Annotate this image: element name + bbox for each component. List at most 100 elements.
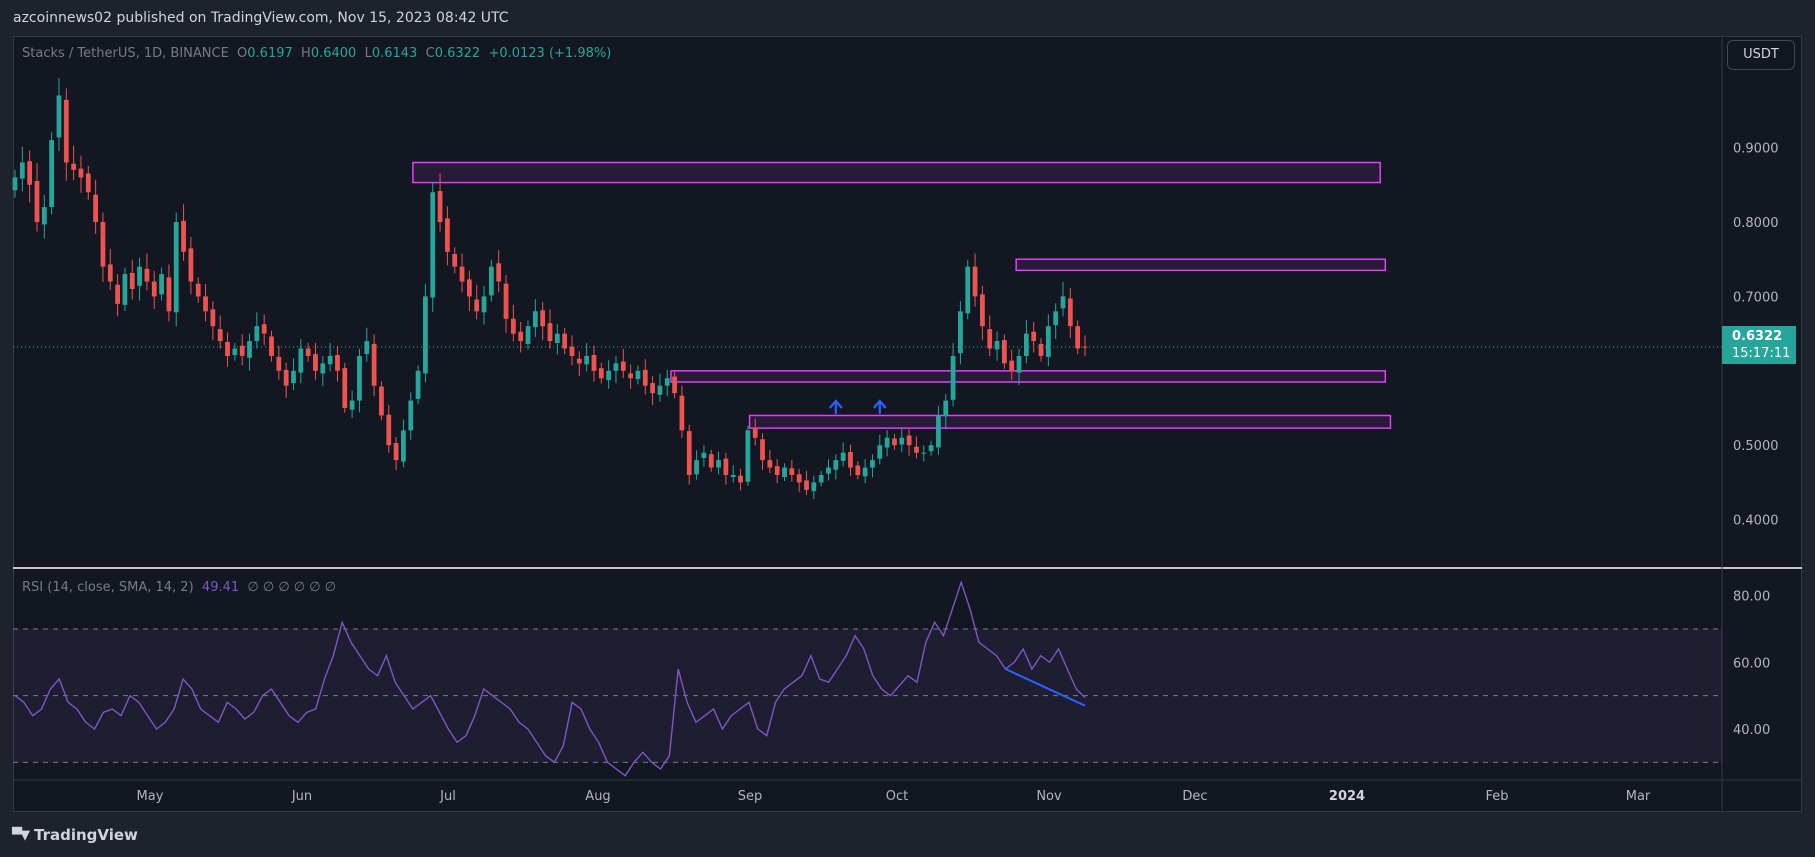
candle-body (269, 336, 274, 356)
candle-body (928, 445, 934, 452)
candle-body (71, 163, 77, 170)
candle-body (525, 326, 531, 344)
symbol-title: Stacks / TetherUS, 1D, BINANCE (22, 46, 229, 61)
candle-body (811, 482, 817, 492)
candle-body (562, 333, 568, 349)
candle-body (899, 437, 905, 445)
rsi-tick-label: 80.00 (1733, 590, 1770, 605)
candle-body (181, 220, 186, 252)
candle-body (371, 343, 377, 386)
candle-body (826, 467, 831, 474)
candle-body (408, 400, 414, 431)
zone-rect-4[interactable] (748, 414, 1392, 429)
change-value: +0.0123 (+1.98%) (488, 46, 612, 61)
candle-body (364, 341, 370, 355)
time-tick-label: Jun (291, 789, 312, 804)
top-bar: azcoinnews02 published on TradingView.co… (0, 0, 1815, 36)
candle-body (393, 442, 399, 461)
candles[interactable] (12, 78, 1088, 500)
candle-body (1067, 298, 1073, 327)
candle-body (554, 333, 560, 343)
candle-body (650, 383, 655, 394)
candle-body (694, 460, 699, 475)
candle-body (760, 439, 765, 461)
candle-body (547, 323, 553, 342)
tradingview-brand: TradingView (34, 826, 138, 844)
candle-body (122, 274, 128, 305)
candle-body (305, 348, 311, 356)
rsi-tick-label: 40.00 (1733, 723, 1770, 738)
candle-body (203, 296, 208, 312)
candle-body (349, 400, 355, 410)
zone-rect-1[interactable] (412, 161, 1381, 184)
candle-body (1082, 346, 1088, 348)
candle-body (745, 430, 751, 482)
currency-button[interactable]: USDT (1727, 40, 1795, 70)
candle-body (664, 378, 670, 386)
candle-body (635, 370, 641, 380)
candle-body (313, 354, 318, 371)
candle-body (159, 274, 164, 295)
candle-body (701, 452, 707, 458)
candle-body (936, 415, 941, 448)
candle-body (283, 369, 289, 386)
candle-body (862, 467, 868, 477)
candle-body (818, 474, 824, 483)
candle-body (892, 438, 897, 446)
candle-body (606, 370, 612, 381)
zone-rect-3[interactable] (670, 370, 1387, 383)
publish-info: azcoinnews02 published on TradingView.co… (13, 10, 509, 26)
candle-body (686, 431, 692, 475)
candle-body (19, 162, 25, 179)
candle-body (85, 173, 91, 193)
rsi-label: RSI (14, close, SMA, 14, 2) (22, 580, 194, 595)
candle-body (474, 299, 480, 312)
candle-body (584, 355, 590, 365)
time-tick-label: Aug (585, 789, 610, 804)
candle-body (232, 348, 238, 356)
support-resistance-zones[interactable] (412, 161, 1392, 429)
candle-body (833, 460, 839, 470)
candle-body (965, 266, 971, 314)
candle-body (510, 318, 516, 334)
candle-body (958, 311, 963, 354)
symbol-legend: Stacks / TetherUS, 1D, BINANCE O0.6197 H… (22, 46, 611, 61)
candle-body (430, 192, 436, 298)
candle-body (445, 218, 450, 252)
time-tick-label: Feb (1485, 789, 1508, 804)
candle-body (386, 414, 392, 446)
rsi-line (14, 580, 1086, 777)
candle-body (166, 277, 172, 312)
candle-body (357, 355, 362, 401)
candle-body (327, 355, 333, 365)
candle-body (254, 326, 260, 342)
candle-body (914, 446, 919, 453)
zone-rect-2[interactable] (1015, 258, 1387, 272)
time-tick-label: 2024 (1329, 789, 1365, 804)
candle-body (884, 437, 890, 448)
chart-frame[interactable] (13, 36, 1802, 812)
candle-body (247, 341, 252, 358)
candle-body (423, 296, 428, 374)
candle-body (437, 191, 443, 223)
tradingview-logo[interactable]: ▀▼ TradingView (12, 826, 138, 844)
time-tick-label: Nov (1036, 789, 1062, 804)
arrow-markers[interactable] (828, 399, 887, 414)
price-tick-label: 0.9000 (1733, 142, 1779, 157)
candle-body (767, 460, 773, 468)
price-tick-label: 0.7000 (1733, 290, 1779, 305)
candle-body (906, 435, 912, 446)
candle-body (569, 346, 575, 356)
candle-body (481, 296, 487, 313)
last-price-badge: 0.6322 15:17:11 (1722, 326, 1796, 364)
time-tick-label: Dec (1182, 789, 1207, 804)
candle-body (195, 283, 201, 297)
candle-body (34, 181, 40, 223)
candle-body (342, 368, 348, 409)
rsi-tick-label: 60.00 (1733, 656, 1770, 671)
candle-body (78, 168, 84, 178)
candle-body (1009, 360, 1015, 371)
rsi-series[interactable] (14, 580, 1086, 777)
candle-body (532, 311, 538, 328)
